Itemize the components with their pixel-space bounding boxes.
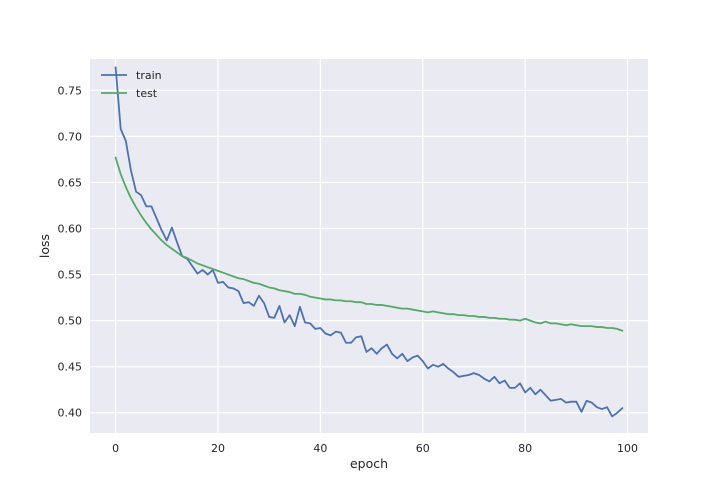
y-tick-label: 0.50 — [58, 315, 83, 328]
series-line-train — [114, 66, 624, 418]
tick-labels: 0 20 40 60 80 100 0.40 0.45 0.50 0.55 0.60 0.65 0.70… — [58, 84, 639, 455]
y-tick-label: 0.70 — [58, 130, 83, 143]
y-tick-label: 0.65 — [58, 176, 83, 189]
legend-label-train: train — [136, 69, 162, 82]
grid-lines — [90, 59, 648, 433]
x-tick-label: 100 — [617, 442, 638, 455]
series-lines — [114, 66, 624, 418]
legend-label-test: test — [136, 87, 158, 100]
series-line-test — [114, 156, 624, 332]
y-tick-label: 0.40 — [58, 407, 83, 420]
x-axis-label: epoch — [350, 456, 388, 471]
y-axis-label: loss — [37, 234, 52, 258]
legend: train test — [101, 69, 162, 100]
y-tick-label: 0.60 — [58, 222, 83, 235]
y-tick-label: 0.45 — [58, 361, 83, 374]
x-tick-label: 40 — [313, 442, 327, 455]
x-tick-label: 20 — [211, 442, 225, 455]
x-tick-label: 80 — [518, 442, 532, 455]
y-tick-label: 0.75 — [58, 84, 83, 97]
x-tick-label: 0 — [112, 442, 119, 455]
y-tick-label: 0.55 — [58, 269, 83, 282]
x-tick-label: 60 — [416, 442, 430, 455]
plot-background — [90, 59, 648, 433]
